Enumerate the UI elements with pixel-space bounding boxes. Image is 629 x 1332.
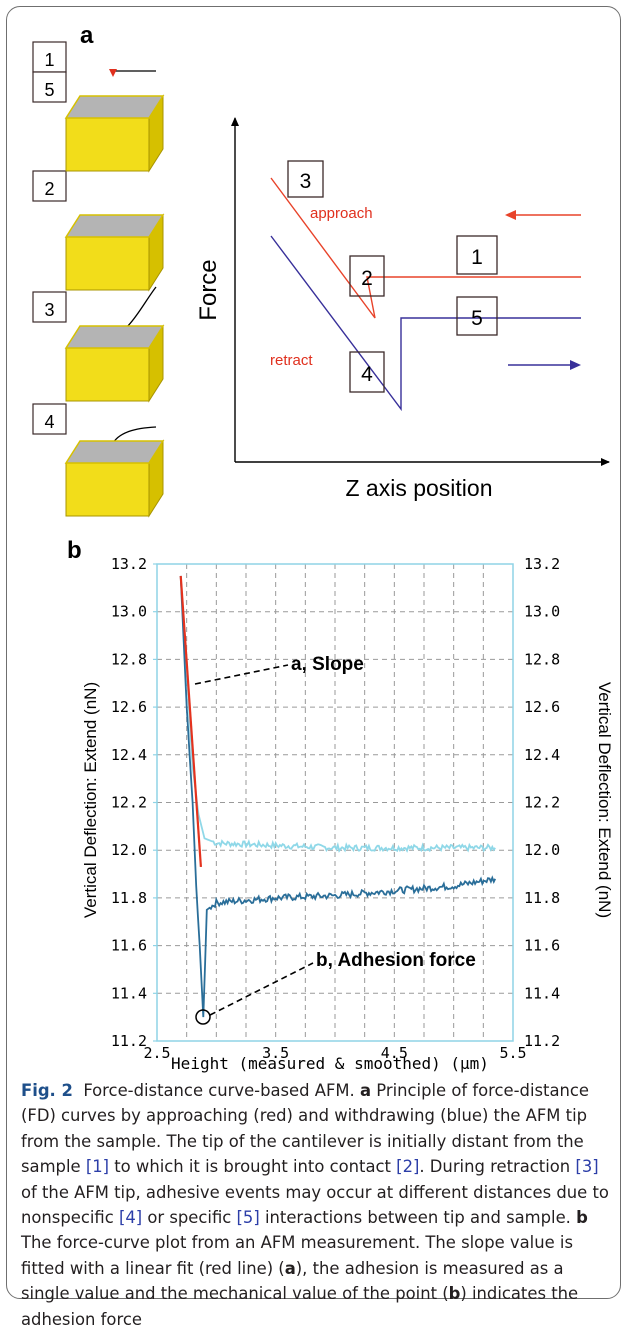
x-tick-label: 4.5 <box>381 1044 408 1062</box>
y-tick-label-right: 12.8 <box>524 650 560 668</box>
x-tick-label: 2.5 <box>143 1044 170 1062</box>
adhesion-point-marker <box>195 1009 211 1025</box>
y-tick-label-left: 12.6 <box>111 698 147 716</box>
y-tick-label-right: 12.6 <box>524 698 560 716</box>
y-tick-label-right: 13.0 <box>524 603 560 621</box>
svg-text:2: 2 <box>44 179 54 199</box>
caption-ref-4[interactable]: [4] <box>118 1208 143 1228</box>
caption-ref-3[interactable]: [3] <box>575 1157 599 1177</box>
caption-text: interactions between tip and sample. <box>264 1208 571 1228</box>
step-box-5: 5 <box>32 71 67 103</box>
y-ticks-right: 13.2 13.0 12.8 12.6 12.4 12.2 12.0 11.8 11.6 11.4… <box>524 555 560 1050</box>
y-ticks-left: 13.2 13.0 12.8 12.6 12.4 12.2 12.0 11.8 11.6 11.4… <box>111 555 157 1050</box>
chart-series <box>179 575 497 1018</box>
y-tick-label-left: 11.2 <box>111 1032 147 1050</box>
y-tick-label-left: 11.6 <box>111 937 147 955</box>
y-tick-label-right: 11.8 <box>524 889 560 907</box>
svg-text:1: 1 <box>44 50 54 70</box>
panel-a-letter: a <box>80 22 94 49</box>
y-axis-label-left: Vertical Deflection: Extend (nN) <box>81 682 100 918</box>
caption-text: to which it is brought into contact <box>114 1157 391 1177</box>
y-tick-label-right: 12.2 <box>524 794 560 812</box>
caption-text: of the AFM tip, adhesive events may occu… <box>21 1182 609 1228</box>
caption-title: Force-distance curve-based AFM. <box>83 1081 355 1100</box>
y-tick-label-left: 12.4 <box>111 746 147 764</box>
adhesion-leader-line <box>209 962 314 1016</box>
y-tick-label-left: 11.8 <box>111 889 147 907</box>
x-tick-label: 5.5 <box>499 1044 526 1062</box>
step-box-1: 1 <box>32 41 67 73</box>
figure-caption: Fig. 2 Force-distance curve-based AFM. a… <box>21 1078 613 1332</box>
y-tick-label-left: 11.4 <box>111 984 147 1002</box>
caption-ref-5[interactable]: [5] <box>236 1208 260 1228</box>
y-tick-label-right: 12.0 <box>524 841 560 859</box>
curve-box-2: 2 <box>349 255 385 297</box>
svg-text:5: 5 <box>44 80 54 100</box>
svg-text:3: 3 <box>300 170 312 193</box>
curve-box-3: 3 <box>287 160 324 198</box>
x-ticks: 2.5 3.5 4.5 5.5 <box>143 1044 526 1062</box>
y-tick-label-left: 12.2 <box>111 794 147 812</box>
figure-frame <box>6 6 621 1299</box>
caption-part-b-label: b <box>576 1208 588 1228</box>
caption-figure-label: Fig. 2 <box>21 1081 73 1100</box>
y-tick-label-right: 12.4 <box>524 746 560 764</box>
z-axis-label: Z axis position <box>345 475 492 501</box>
svg-text:3: 3 <box>44 300 54 320</box>
y-tick-label-right: 11.2 <box>524 1032 560 1050</box>
step-box-2: 2 <box>32 170 67 202</box>
svg-text:4: 4 <box>44 412 54 432</box>
y-axis-label-right: Vertical Deflection: Extend (nN) <box>595 682 614 918</box>
cantilever-step-1 <box>109 69 156 77</box>
svg-text:4: 4 <box>361 363 373 386</box>
svg-text:1: 1 <box>471 246 483 269</box>
caption-text: The force-curve plot from an AFM measure… <box>21 1233 573 1278</box>
caption-text: ), the adhesion is measured as a single … <box>21 1258 564 1304</box>
retract-curve <box>270 235 581 412</box>
retract-arrowhead <box>570 360 581 370</box>
retract-trace <box>179 575 497 1018</box>
curve-box-4: 4 <box>349 351 385 393</box>
slope-fit-line <box>179 575 203 867</box>
curve-box-1: 1 <box>456 235 498 275</box>
step-box-4: 4 <box>32 403 67 435</box>
step-box-3: 3 <box>32 291 67 323</box>
y-tick-label-right: 11.4 <box>524 984 560 1002</box>
x-tick-label: 3.5 <box>262 1044 289 1062</box>
slope-annotation: a, Slope <box>291 654 364 675</box>
approach-label: approach <box>310 205 373 222</box>
curve-box-5: 5 <box>456 296 498 336</box>
slope-leader-line <box>194 664 289 685</box>
chart-gridlines <box>157 564 513 1041</box>
y-tick-label-right: 13.2 <box>524 555 560 573</box>
approach-trace <box>179 575 496 853</box>
caption-part-a-label: a <box>359 1081 372 1100</box>
svg-text:2: 2 <box>361 267 373 290</box>
y-tick-label-left: 13.0 <box>111 603 147 621</box>
y-tick-label-right: 11.6 <box>524 937 560 955</box>
panel-b-chart: 13.2 13.0 12.8 12.6 12.4 12.2 12.0 11.8 11.6 11.4… <box>81 555 614 1073</box>
x-axis-label: Height (measured & smoothed) (µm) <box>171 1054 489 1073</box>
adhesion-annotation: b, Adhesion force <box>316 950 476 971</box>
retract-label: retract <box>270 352 313 369</box>
caption-text: . During retraction <box>419 1157 571 1177</box>
y-tick-label-left: 12.8 <box>111 650 147 668</box>
caption-bold-a: a <box>284 1258 296 1278</box>
caption-ref-1[interactable]: [1] <box>85 1157 110 1177</box>
caption-text: Principle of force-distance (FD) curves … <box>21 1081 589 1177</box>
caption-ref-2[interactable]: [2] <box>396 1157 420 1177</box>
caption-bold-b: b <box>448 1284 461 1304</box>
svg-text:5: 5 <box>471 307 483 330</box>
y-tick-label-left: 12.0 <box>111 841 147 859</box>
panel-a-diagram: 1 5 2 3 4 <box>32 41 610 517</box>
force-axis-label: Force <box>195 259 222 320</box>
approach-curve <box>270 177 581 319</box>
approach-arrowhead <box>505 210 516 220</box>
y-tick-label-left: 13.2 <box>111 555 147 573</box>
caption-text: or specific <box>147 1208 232 1228</box>
panel-b-letter: b <box>67 537 82 564</box>
